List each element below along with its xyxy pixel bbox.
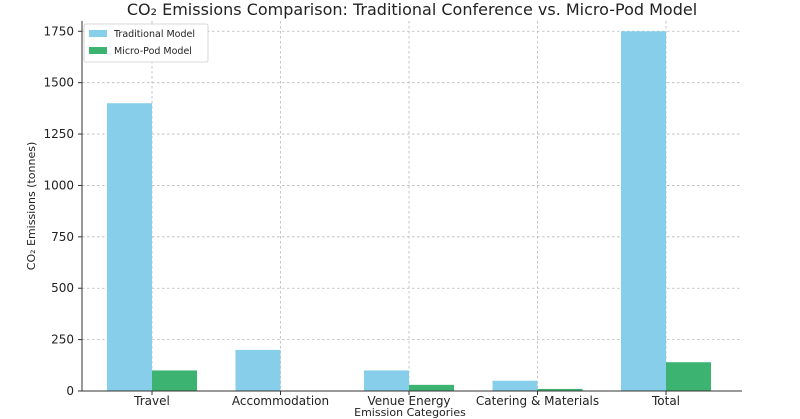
x-tick-label: Total bbox=[651, 394, 680, 408]
y-tick-label: 1750 bbox=[43, 24, 74, 38]
x-tick-label: Travel bbox=[133, 394, 170, 408]
bar-traditional-4 bbox=[621, 31, 666, 392]
chart-title: CO₂ Emissions Comparison: Traditional Co… bbox=[127, 0, 697, 19]
y-tick-label: 1500 bbox=[43, 76, 74, 90]
bar-micropod-4 bbox=[666, 362, 711, 391]
y-tick-label: 1250 bbox=[43, 127, 74, 141]
bar-traditional-0 bbox=[107, 103, 152, 391]
y-tick-label: 750 bbox=[51, 230, 74, 244]
bar-micropod-3 bbox=[537, 388, 583, 391]
legend-swatch-traditional bbox=[89, 30, 107, 37]
legend-label-traditional: Traditional Model bbox=[113, 29, 195, 40]
bars bbox=[107, 31, 711, 392]
y-tick-label: 250 bbox=[51, 333, 74, 347]
x-axis-label: Emission Categories bbox=[354, 406, 466, 419]
x-tick-label: Accommodation bbox=[232, 394, 329, 408]
bar-traditional-1 bbox=[235, 349, 281, 391]
legend: Traditional Model Micro-Pod Model bbox=[83, 23, 209, 63]
y-tick-label: 0 bbox=[66, 384, 74, 398]
bar-micropod-2 bbox=[409, 384, 454, 391]
y-ticks: 0 250 500 750 1000 1250 1500 1750 bbox=[43, 24, 82, 398]
y-tick-label: 1000 bbox=[43, 178, 74, 192]
x-tick-label: Venue Energy bbox=[367, 394, 450, 408]
y-tick-label: 500 bbox=[51, 281, 74, 295]
bar-traditional-2 bbox=[364, 370, 409, 391]
bar-micropod-0 bbox=[152, 370, 197, 391]
bar-traditional-3 bbox=[492, 380, 538, 391]
x-tick-label: Catering & Materials bbox=[476, 394, 599, 408]
legend-swatch-micropod bbox=[89, 47, 107, 54]
x-ticks: Travel Accommodation Venue Energy Catering … bbox=[133, 391, 680, 408]
y-axis-label: CO₂ Emissions (tonnes) bbox=[25, 142, 38, 270]
legend-label-micropod: Micro-Pod Model bbox=[114, 46, 192, 57]
legend-frame bbox=[83, 23, 209, 63]
